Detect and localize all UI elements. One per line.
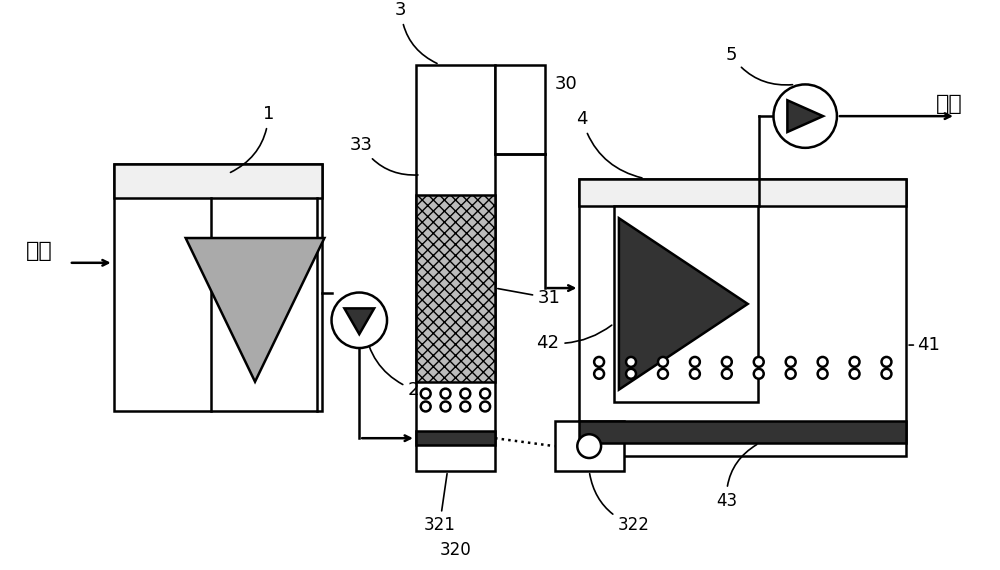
Circle shape	[774, 84, 837, 148]
Text: 出水: 出水	[936, 94, 963, 114]
Text: 1: 1	[230, 105, 274, 172]
Bar	[495, 64, 545, 154]
Bar	[579, 421, 906, 443]
Polygon shape	[186, 238, 324, 382]
Circle shape	[818, 369, 828, 378]
Text: 进水: 进水	[26, 241, 53, 261]
Circle shape	[754, 369, 764, 378]
Circle shape	[850, 357, 860, 367]
Circle shape	[460, 401, 470, 412]
Text: 30: 30	[555, 75, 578, 93]
Circle shape	[658, 357, 668, 367]
Circle shape	[722, 357, 732, 367]
Circle shape	[722, 369, 732, 378]
Polygon shape	[344, 308, 374, 334]
Circle shape	[421, 389, 431, 398]
Bar	[579, 178, 906, 206]
Circle shape	[441, 401, 450, 412]
Text: 5: 5	[725, 46, 793, 85]
Circle shape	[594, 369, 604, 378]
Circle shape	[332, 292, 387, 348]
Polygon shape	[619, 218, 748, 390]
Circle shape	[480, 401, 490, 412]
Circle shape	[480, 389, 490, 398]
Bar	[614, 206, 758, 401]
Bar	[555, 421, 624, 471]
Text: 4: 4	[577, 110, 642, 178]
Text: 42: 42	[536, 325, 612, 352]
Circle shape	[577, 434, 601, 458]
Text: 320: 320	[440, 541, 471, 559]
Text: 322: 322	[590, 474, 650, 535]
Circle shape	[658, 369, 668, 378]
Circle shape	[882, 369, 891, 378]
Circle shape	[626, 357, 636, 367]
Circle shape	[594, 357, 604, 367]
Text: 321: 321	[424, 474, 455, 535]
Text: 31: 31	[498, 288, 561, 307]
Text: 3: 3	[395, 1, 437, 63]
Text: 33: 33	[350, 136, 418, 175]
Circle shape	[421, 401, 431, 412]
Bar	[114, 164, 322, 412]
Text: 43: 43	[716, 445, 757, 510]
Bar	[416, 64, 495, 471]
Text: 2: 2	[365, 328, 420, 398]
Circle shape	[786, 357, 796, 367]
Bar	[416, 431, 495, 445]
Circle shape	[460, 389, 470, 398]
Circle shape	[882, 357, 891, 367]
Circle shape	[850, 369, 860, 378]
Text: 41: 41	[917, 336, 940, 354]
Bar	[579, 178, 906, 456]
Circle shape	[441, 389, 450, 398]
Bar	[416, 194, 495, 381]
Circle shape	[690, 369, 700, 378]
Circle shape	[690, 357, 700, 367]
Circle shape	[818, 357, 828, 367]
Polygon shape	[787, 100, 823, 132]
Circle shape	[754, 357, 764, 367]
Circle shape	[626, 369, 636, 378]
Circle shape	[786, 369, 796, 378]
Bar	[114, 164, 322, 198]
